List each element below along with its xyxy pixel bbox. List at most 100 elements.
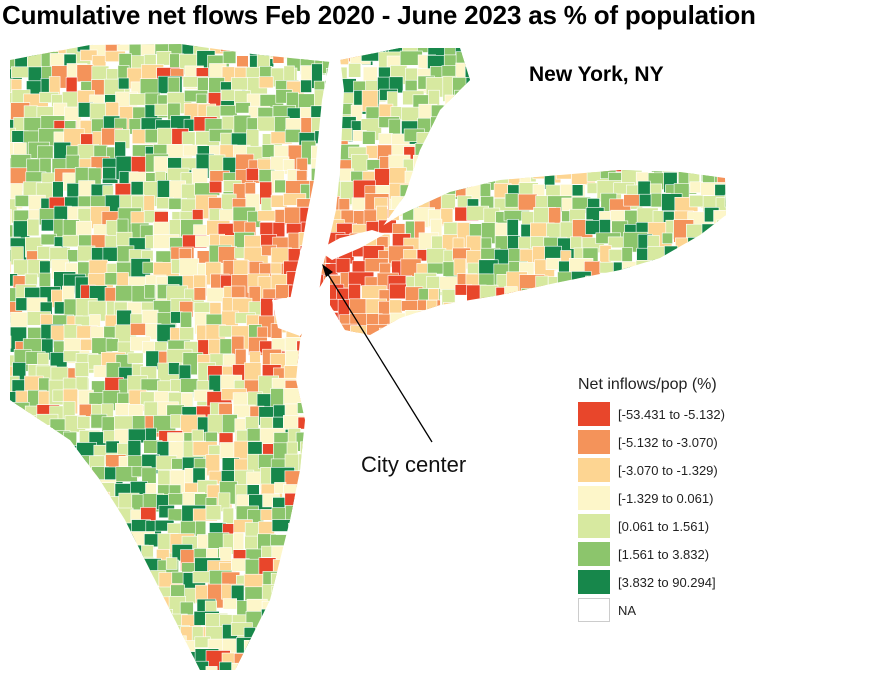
- map-region: [389, 651, 409, 670]
- map-region: [362, 131, 376, 145]
- map-region: [274, 652, 292, 670]
- map-region: [545, 440, 572, 461]
- map-region: [23, 466, 45, 493]
- map-region: [308, 531, 327, 547]
- map-region: [414, 634, 430, 656]
- map-region: [283, 609, 298, 627]
- map-region: [301, 391, 326, 409]
- map-region: [26, 613, 44, 640]
- map-region: [714, 103, 726, 128]
- map-region: [689, 154, 709, 168]
- map-region: [702, 78, 720, 95]
- map-region: [726, 91, 747, 113]
- map-region: [533, 336, 556, 356]
- map-region: [40, 651, 53, 670]
- map-region: [26, 549, 53, 563]
- map-region: [429, 326, 441, 345]
- map-region: [466, 453, 481, 465]
- map-region: [453, 521, 473, 539]
- map-region: [39, 638, 55, 657]
- map-region: [713, 664, 726, 670]
- map-region: [324, 544, 337, 571]
- map-region: [365, 506, 380, 531]
- map-region: [26, 218, 40, 237]
- map-region: [532, 325, 551, 349]
- map-region: [404, 309, 432, 325]
- map-region: [596, 118, 614, 134]
- map-region: [584, 44, 602, 59]
- map-region: [438, 142, 452, 161]
- map-region: [288, 522, 303, 541]
- map-region: [76, 609, 103, 633]
- map-region: [209, 180, 223, 194]
- map-region: [139, 614, 157, 639]
- map-region: [10, 416, 16, 428]
- map-region: [338, 571, 355, 592]
- map-region: [377, 510, 396, 524]
- map-region: [621, 261, 638, 280]
- map-region: [323, 430, 337, 450]
- map-region: [635, 259, 652, 281]
- map-region: [599, 666, 614, 670]
- map-region: [416, 393, 436, 410]
- map-region: [535, 275, 549, 293]
- map-region: [648, 275, 669, 291]
- map-region: [531, 583, 547, 610]
- map-region: [531, 154, 550, 168]
- map-region: [479, 284, 499, 302]
- map-region: [690, 327, 705, 345]
- map-region: [453, 130, 470, 147]
- map-region: [243, 639, 262, 660]
- map-region: [647, 650, 662, 665]
- map-region: [103, 625, 121, 645]
- map-region: [171, 458, 184, 470]
- map-region: [545, 478, 561, 493]
- map-region: [725, 660, 726, 670]
- map-region: [431, 389, 443, 408]
- legend-label: [-1.329 to 0.061): [618, 490, 714, 506]
- map-region: [417, 523, 440, 548]
- map-region: [491, 392, 507, 415]
- map-region: [259, 637, 271, 655]
- map-region: [584, 335, 611, 350]
- map-region: [38, 505, 55, 529]
- map-region: [555, 288, 580, 313]
- map-region: [496, 115, 516, 130]
- map-region: [481, 327, 496, 353]
- map-region: [119, 562, 142, 575]
- map-region: [15, 415, 41, 440]
- map-region: [14, 431, 31, 444]
- map-region: [376, 532, 399, 545]
- map-region: [444, 362, 463, 385]
- map-region: [22, 522, 47, 543]
- map-region: [418, 339, 440, 367]
- map-region: [64, 545, 84, 565]
- map-region: [612, 622, 631, 645]
- map-region: [599, 106, 620, 132]
- map-region: [339, 492, 357, 519]
- map-region: [360, 613, 384, 629]
- map-region: [336, 548, 352, 564]
- legend-item: [1.561 to 3.832): [578, 542, 725, 566]
- map-region: [466, 388, 491, 410]
- map-region: [14, 507, 31, 524]
- map-region: [596, 635, 621, 649]
- map-region: [168, 493, 185, 506]
- map-region: [715, 155, 726, 172]
- map-region: [558, 418, 578, 433]
- map-region: [301, 571, 314, 597]
- map-region: [321, 479, 334, 504]
- map-region: [301, 517, 328, 540]
- map-region: [37, 440, 60, 456]
- map-region: [10, 261, 12, 273]
- map-region: [391, 545, 415, 569]
- map-region: [624, 662, 649, 670]
- map-region: [25, 660, 49, 670]
- map-region: [297, 484, 312, 505]
- map-region: [456, 665, 480, 670]
- map-region: [392, 518, 418, 542]
- map-region: [533, 351, 551, 377]
- map-region: [282, 159, 295, 171]
- map-region: [675, 653, 700, 668]
- map-region: [348, 388, 367, 416]
